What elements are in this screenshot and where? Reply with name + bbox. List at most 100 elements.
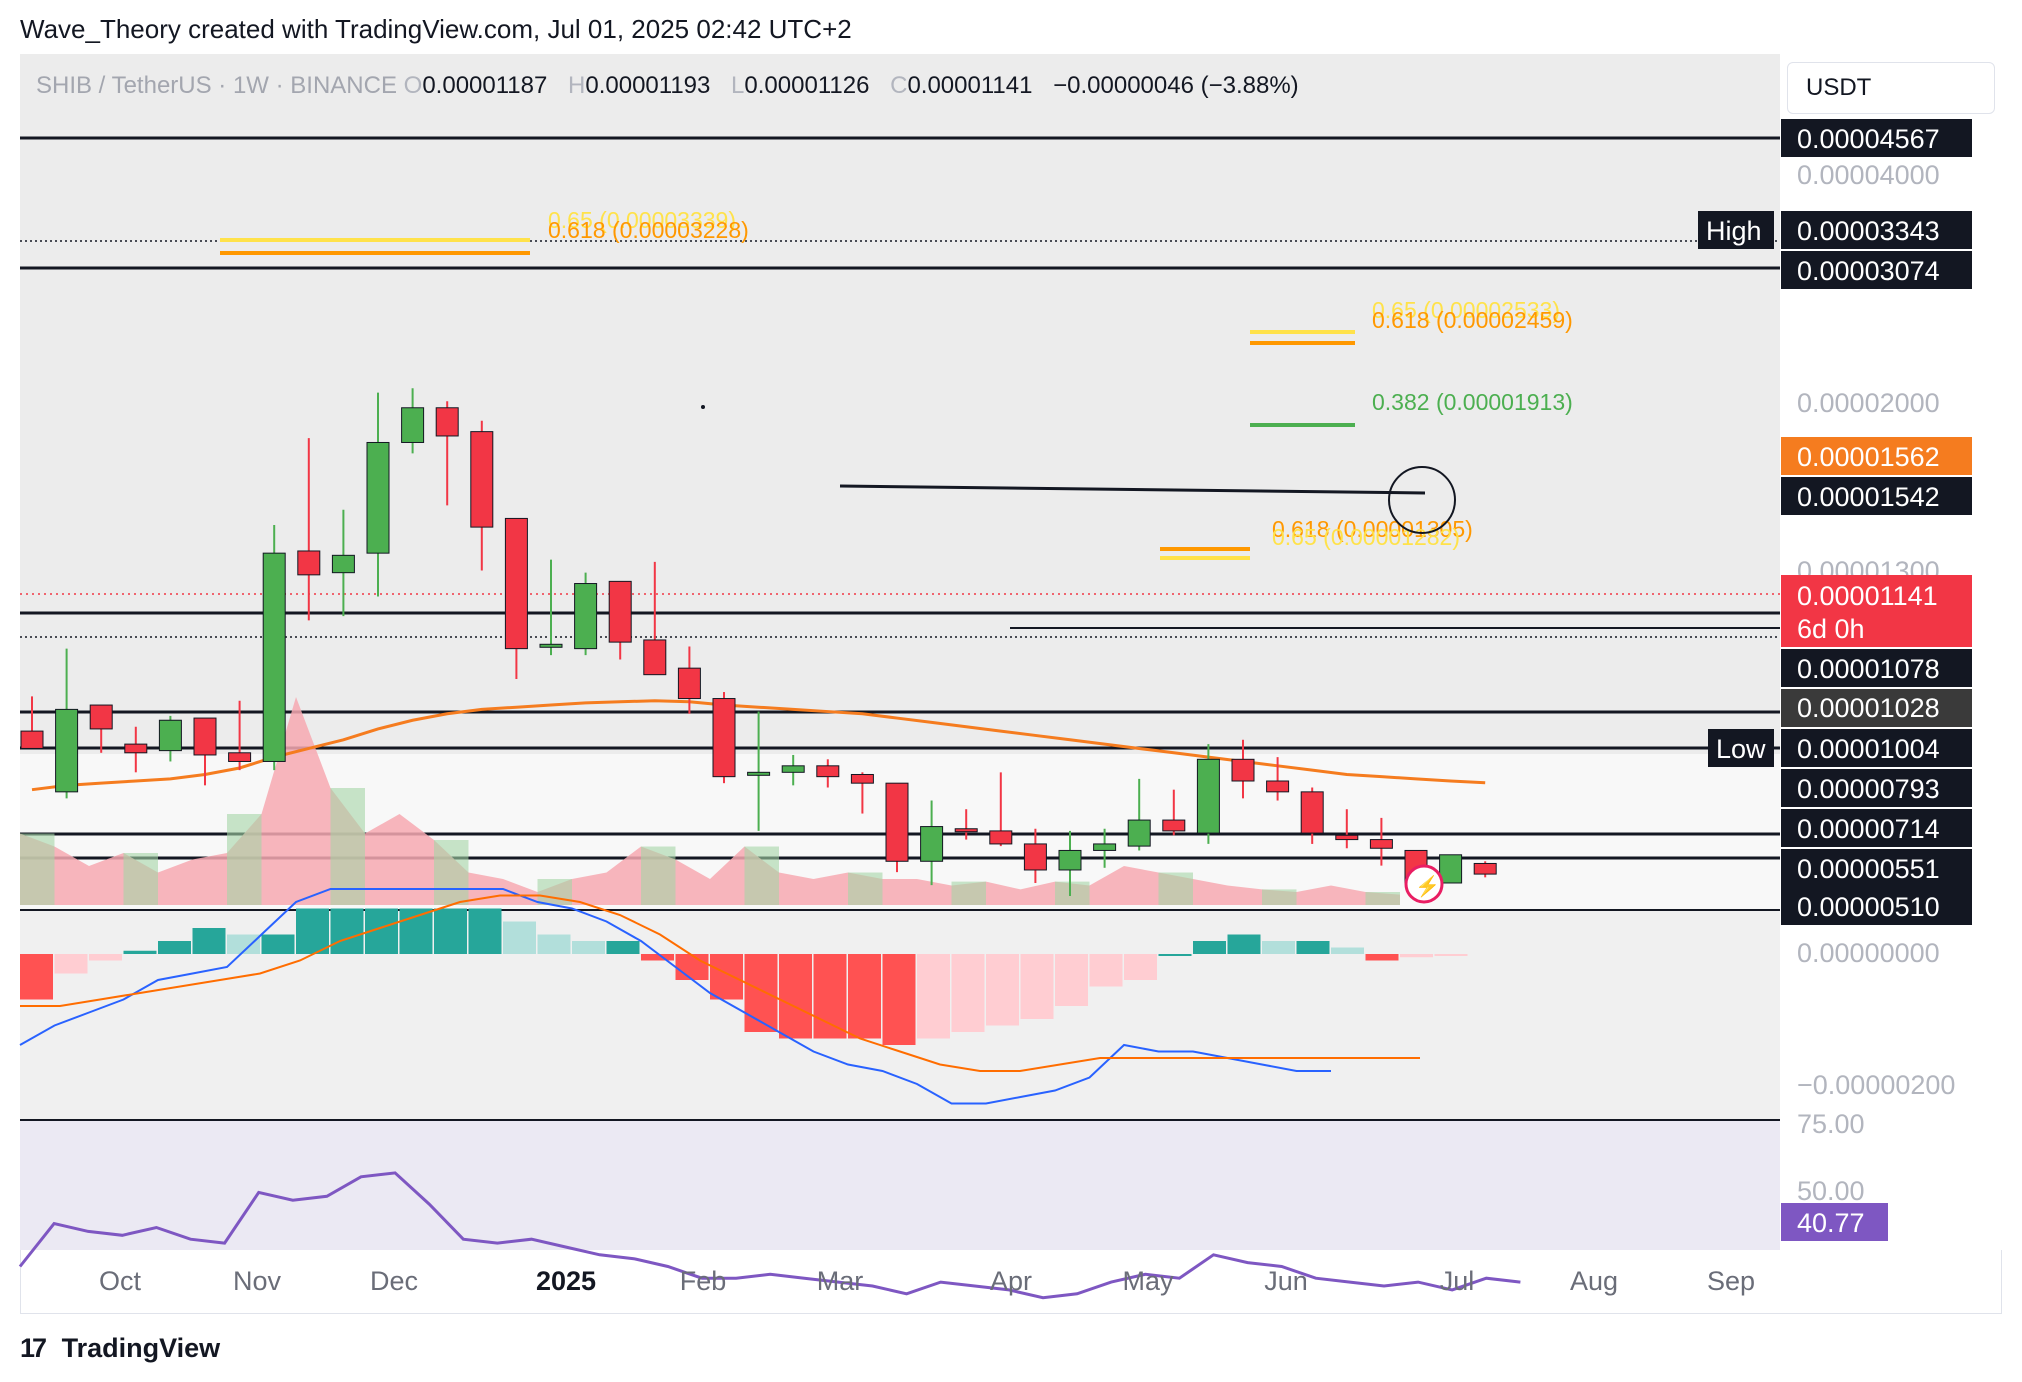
candle-body	[1473, 862, 1497, 875]
level-tag-bg	[1708, 729, 1774, 767]
level-label-bg	[1781, 849, 1972, 887]
macd-histogram-bar	[951, 954, 985, 1032]
fib-label: 0.618 (0.00002459)	[1372, 307, 1573, 333]
macd-histogram-bar	[813, 954, 847, 1039]
macd-axis-tick: 0.00000000	[1797, 938, 1940, 968]
time-axis-label: Mar	[817, 1266, 864, 1296]
level-label-bg	[1781, 477, 1972, 515]
volume-up-area	[123, 853, 158, 905]
candle-body	[1266, 780, 1290, 793]
macd-histogram-bar	[227, 934, 260, 954]
time-axis-label: Feb	[680, 1266, 727, 1296]
candle-body	[608, 580, 632, 643]
macd-histogram-bar	[710, 954, 743, 1000]
fib-label: 0.65 (0.00002533)	[1372, 297, 1560, 323]
macd-histogram-bar	[744, 954, 778, 1032]
candle-body	[228, 752, 252, 762]
candle-body	[816, 765, 840, 778]
level-label-bg	[1781, 887, 1972, 925]
time-axis-label: Jul	[1440, 1266, 1475, 1296]
level-label: 0.00000793	[1797, 774, 1940, 804]
currency-selector[interactable]: USDT	[1787, 62, 1995, 114]
level-label: 0.00000510	[1797, 892, 1940, 922]
close-key: C	[890, 72, 908, 99]
level-label: 0.00001542	[1797, 482, 1940, 512]
macd-histogram-bar	[330, 908, 364, 954]
candle-body	[262, 552, 286, 762]
symbol-title: SHIB / TetherUS · 1W · BINANCE	[36, 72, 397, 99]
level-tag: High	[1706, 216, 1762, 246]
candle-body	[20, 730, 44, 749]
candle-body	[850, 773, 874, 784]
macd-histogram-bar	[296, 908, 329, 954]
volume-up-area	[1365, 892, 1400, 905]
fib-label: 0.65 (0.00003339)	[548, 207, 736, 233]
macd-histogram-bar	[1055, 954, 1088, 1006]
macd-histogram-bar	[1227, 934, 1261, 954]
footer-brand: TradingView	[61, 1333, 221, 1363]
high-key: H	[568, 72, 586, 99]
ema-label-bg	[1781, 437, 1972, 475]
macd-histogram-bar	[1193, 941, 1226, 954]
open-key: O	[403, 72, 423, 99]
macd-histogram-bar	[123, 950, 157, 954]
level-label: 0.00003343	[1797, 216, 1940, 246]
level-label: 0.00004567	[1797, 124, 1940, 154]
volume-up-area	[330, 788, 365, 905]
macd-histogram-bar	[1020, 954, 1054, 1019]
time-axis-label: Sep	[1707, 1266, 1755, 1296]
candle-body	[1231, 758, 1255, 782]
macd-histogram-bar	[434, 908, 467, 954]
macd-histogram-bar	[20, 954, 53, 1000]
time-axis-label: Oct	[99, 1266, 142, 1296]
time-axis-label: Nov	[233, 1266, 282, 1296]
candle-body	[1127, 819, 1151, 847]
macd-histogram-bar	[89, 954, 122, 961]
rsi-axis-tick: 50.00	[1797, 1176, 1865, 1206]
macd-histogram-bar	[468, 908, 502, 954]
time-axis-label: Aug	[1570, 1266, 1618, 1296]
candle-body	[1439, 854, 1463, 884]
candle-body	[747, 771, 771, 776]
low-value: 0.00001126	[744, 72, 870, 99]
macd-histogram-bar	[261, 934, 295, 954]
macd-histogram-bar	[917, 954, 950, 1039]
rsi-axis-tick: 75.00	[1797, 1109, 1865, 1139]
macd-histogram-bar	[1331, 947, 1364, 954]
volume-up-area	[1262, 889, 1297, 905]
marker-dot	[701, 405, 705, 409]
candle-body	[470, 431, 494, 528]
macd-histogram-bar	[572, 941, 605, 954]
volume-up-area	[744, 846, 779, 905]
level-label: 0.00000551	[1797, 854, 1940, 884]
candle-body	[1162, 819, 1186, 832]
candle-body	[885, 782, 909, 862]
macd-histogram-bar	[537, 934, 571, 954]
candle-body	[677, 667, 701, 700]
macd-histogram-bar	[1262, 941, 1295, 954]
candle-body	[1300, 791, 1324, 834]
chart-header: Wave_Theory created with TradingView.com…	[20, 14, 852, 44]
high-value: 0.00001193	[585, 72, 711, 99]
candle-body	[920, 826, 944, 862]
close-value: 0.00001141	[907, 72, 1033, 99]
candle-body	[401, 407, 425, 443]
macd-histogram-bar	[779, 954, 812, 1039]
candle-body	[193, 717, 217, 756]
macd-histogram-bar	[54, 954, 88, 974]
ohlc-legend: SHIB / TetherUS · 1W · BINANCE O 0.000011…	[36, 72, 1313, 100]
macd-histogram-bar	[848, 954, 881, 1039]
candle-body	[1369, 839, 1393, 849]
flash-icon: ⚡	[1415, 874, 1440, 898]
last-price-label: 0.00001141	[1797, 581, 1938, 611]
tradingview-footer[interactable]: 17 TradingView	[20, 1333, 220, 1364]
volume-up-area	[434, 840, 469, 905]
trendline	[839, 484, 1426, 495]
price-axis-tick: 0.00004000	[1797, 160, 1940, 190]
fib-label: 0.618 (0.00003228)	[548, 217, 749, 243]
level-label-bg	[1781, 649, 1972, 687]
volume-up-area	[537, 879, 572, 905]
candle-body	[366, 441, 390, 554]
candle-body	[539, 643, 563, 648]
